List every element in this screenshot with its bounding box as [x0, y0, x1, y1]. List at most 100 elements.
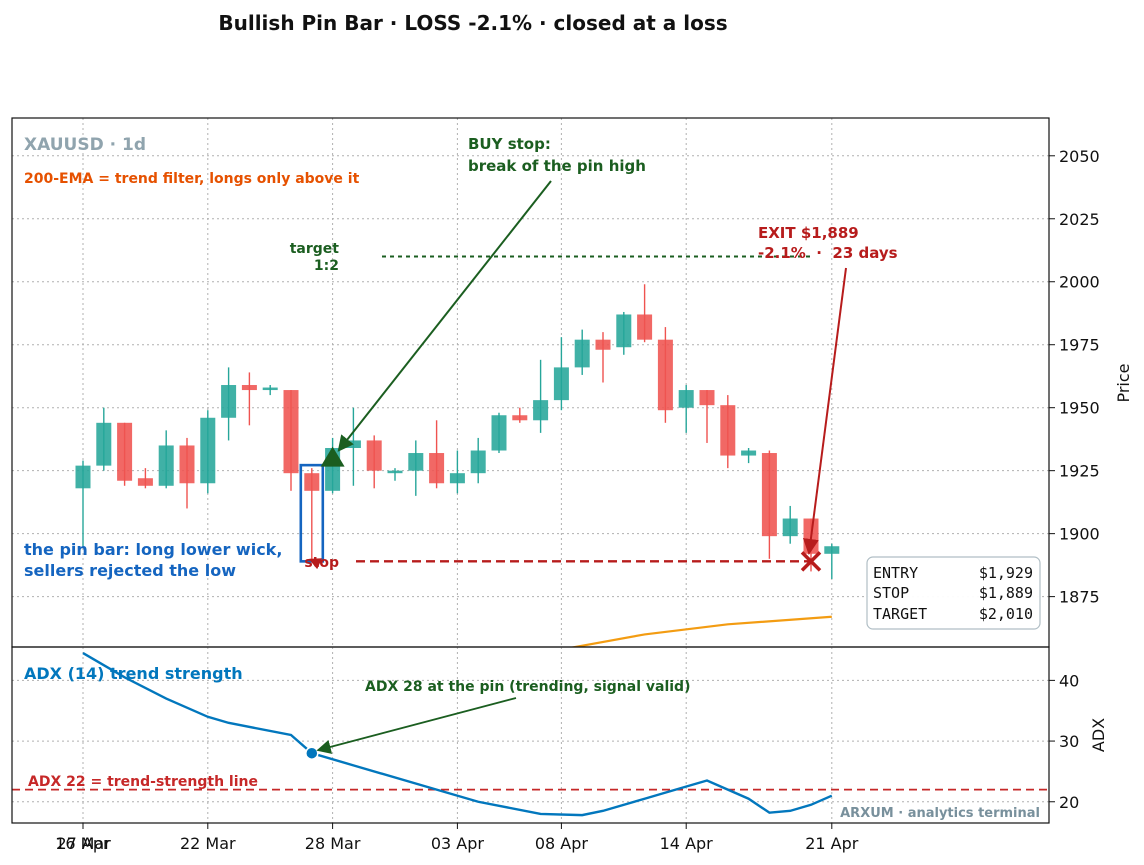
- adx-pin-point: [305, 746, 319, 760]
- candle-body: [512, 415, 528, 421]
- date-tick-label: 27 Apr: [56, 834, 110, 853]
- adx-line: [82, 652, 833, 817]
- adx-tick-label: 30: [1059, 732, 1079, 751]
- price-panel: 1875 1900 1925 1950 1975 2000 2025 2050 Price X…: [11, 117, 1133, 648]
- candle: [533, 359, 549, 433]
- candle: [366, 435, 382, 489]
- candle: [262, 385, 278, 396]
- ema-note: 200-EMA = trend filter, longs only above…: [24, 171, 360, 187]
- candle-body: [241, 385, 257, 391]
- candle: [221, 367, 237, 441]
- candle: [824, 543, 840, 579]
- exit-note-line1: EXIT $1,889: [758, 224, 859, 242]
- info-target-value: $2,010: [979, 605, 1033, 623]
- candle-body: [137, 478, 153, 486]
- candle-body: [408, 453, 424, 471]
- stop-arrow: [308, 558, 323, 570]
- ema200-line: [569, 615, 832, 647]
- candle: [761, 450, 777, 559]
- candle: [491, 412, 507, 454]
- entry-marker: [320, 446, 345, 467]
- candle-body: [574, 339, 590, 368]
- candle-body: [449, 473, 465, 484]
- exit-note-line2: -2.1% · 23 days: [758, 244, 898, 262]
- price-y-axis: 1875 1900 1925 1950 1975 2000 2025 2050: [1049, 147, 1100, 607]
- date-tick-label: 03 Apr: [431, 834, 485, 853]
- stop-label: stop: [304, 555, 339, 571]
- candle-body: [304, 473, 320, 491]
- date-x-axis: 16 Mar 22 Mar 28 Mar 03 Apr 08 Apr 14 Apr 21 A…: [55, 823, 859, 853]
- candle: [117, 422, 133, 486]
- info-entry-value: $1,929: [979, 564, 1033, 582]
- candle-body: [637, 314, 653, 340]
- exit-marker: [800, 551, 822, 572]
- candle-body: [158, 445, 174, 486]
- date-tick-label: 28 Mar: [305, 834, 361, 853]
- trade-levels: [356, 255, 811, 563]
- buy-stop-note-line1: BUY stop:: [468, 135, 551, 153]
- candle-body: [782, 518, 798, 537]
- candle: [678, 385, 694, 433]
- price-tick-label: 1975: [1059, 336, 1100, 355]
- adx-series: [12, 652, 1049, 817]
- candle: [553, 337, 569, 411]
- candle: [657, 327, 673, 423]
- candle-body: [699, 390, 715, 406]
- adx-panel-frame: [11, 646, 1050, 824]
- candle: [616, 311, 632, 355]
- pin-note-line2: sellers rejected the low: [24, 561, 236, 580]
- candle-body: [75, 465, 91, 489]
- candle-body: [657, 339, 673, 411]
- candle: [200, 410, 216, 494]
- candle-body: [429, 453, 445, 484]
- buy-stop-arrow: [337, 180, 552, 452]
- date-tick-label: 16 Mar: [55, 834, 111, 853]
- candle-body: [262, 387, 278, 391]
- info-entry-label: ENTRY: [873, 564, 918, 582]
- candle: [137, 468, 153, 489]
- watermark: ARXUM · analytics terminal: [840, 806, 1040, 821]
- trade-info-box: ENTRY $1,929 STOP $1,889 TARGET $2,010: [866, 556, 1041, 630]
- adx-panel: 20 30 40 ADX ADX (14) trend strength ADX 2…: [11, 646, 1108, 824]
- adx-axis-label: ADX: [1089, 718, 1108, 752]
- candle-body: [616, 314, 632, 348]
- candle-body: [741, 450, 757, 456]
- date-tick-label: 21 Apr: [805, 834, 859, 853]
- candles: [75, 284, 840, 579]
- adx-threshold-label: ADX 22 = trend-strength line: [28, 774, 258, 790]
- candle-body: [179, 445, 195, 484]
- candle: [741, 447, 757, 464]
- candle: [782, 505, 798, 544]
- date-tick-label: 08 Apr: [535, 834, 589, 853]
- price-tick-label: 2000: [1059, 273, 1100, 292]
- candle-body: [221, 385, 237, 418]
- candle-body: [491, 415, 507, 451]
- candle-body: [720, 405, 736, 456]
- adx-pin-arrow: [316, 697, 517, 754]
- adx-series-label: ADX (14) trend strength: [24, 664, 243, 683]
- candle: [158, 430, 174, 489]
- price-tick-label: 1875: [1059, 588, 1100, 607]
- price-tick-label: 1950: [1059, 399, 1100, 418]
- candle: [637, 284, 653, 343]
- date-tick-label: 14 Apr: [660, 834, 714, 853]
- candle: [179, 437, 195, 509]
- candle: [96, 407, 112, 471]
- candle: [429, 420, 445, 489]
- candle: [241, 372, 257, 426]
- adx-y-axis: 20 30 40: [1049, 671, 1079, 812]
- candle-body: [366, 440, 382, 471]
- candle-body: [595, 339, 611, 350]
- adx-tick-label: 20: [1059, 793, 1079, 812]
- candle-body: [345, 440, 361, 448]
- chart-title: Bullish Pin Bar · LOSS -2.1% · closed at…: [218, 11, 727, 35]
- candle-body: [200, 417, 216, 484]
- candle-body: [533, 400, 549, 421]
- candle-body: [824, 546, 840, 554]
- candle-body: [761, 453, 777, 537]
- candle: [75, 460, 91, 547]
- info-stop-label: STOP: [873, 584, 909, 602]
- price-tick-label: 2025: [1059, 210, 1100, 229]
- target-note-line2: 1:2: [314, 258, 339, 274]
